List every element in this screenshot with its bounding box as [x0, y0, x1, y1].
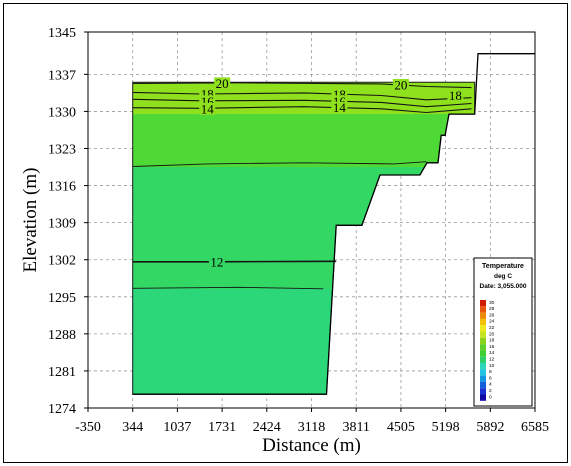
x-tick-label: 344: [122, 420, 143, 435]
reservoir-bottom: [132, 53, 535, 395]
legend-swatch: [480, 344, 486, 351]
legend-swatch: [480, 381, 486, 389]
legend-date: Date: 3,055.000: [480, 283, 527, 290]
legend-value: 2: [489, 388, 492, 394]
legend-swatch: [480, 356, 486, 363]
y-tick-label: 1330: [48, 105, 76, 120]
legend-value: 0: [489, 394, 492, 400]
band-surface: [132, 82, 475, 115]
legend-value: 24: [489, 319, 495, 325]
isotherm-label: 14: [333, 100, 347, 115]
legend-swatch: [480, 337, 486, 345]
legend-swatch: [480, 394, 486, 401]
y-axis-title: Elevation (m): [20, 168, 41, 273]
legend-value: 30: [489, 300, 495, 306]
legend-swatch: [480, 363, 486, 370]
isotherm-12: [132, 260, 337, 263]
x-axis-title: Distance (m): [262, 435, 361, 456]
y-tick-label: 1323: [48, 143, 76, 158]
isotherm-20: [132, 82, 472, 89]
legend-value: 8: [489, 369, 492, 375]
legend-swatch: [480, 312, 486, 319]
legend-swatch: [480, 306, 486, 313]
legend-value: 4: [489, 382, 492, 388]
isotherm-label: 20: [394, 77, 407, 92]
isotherm-boundary-deep: [132, 286, 324, 290]
isotherm-label-bg: [331, 101, 348, 114]
axis-ticks: -350 344 1037 1731 2424 3118 3811 4505 5198 5892 6…: [48, 26, 549, 435]
legend-swatch: [480, 331, 486, 338]
y-tick-label: 1288: [48, 328, 76, 343]
bottom-profile-line: [132, 53, 535, 395]
isotherm-label: 20: [216, 76, 229, 91]
legend-value: 6: [489, 375, 492, 381]
legend-swatch: [480, 369, 486, 376]
legend-swatch: [480, 325, 486, 332]
legend-value: 16: [489, 344, 495, 350]
x-tick-label: 3811: [342, 420, 369, 435]
y-tick-label: 1309: [48, 217, 76, 232]
legend-value: 26: [489, 312, 495, 318]
x-tick-label: 1731: [208, 420, 236, 435]
isotherm-label-bg: [199, 102, 216, 115]
legend-swatch: [480, 350, 486, 357]
isotherm-label-bg: [392, 78, 409, 91]
legend-value: 14: [489, 350, 495, 356]
x-tick-label: 1037: [163, 420, 191, 435]
legend-value: 12: [489, 357, 495, 363]
isotherm-label-bg: [208, 255, 225, 268]
legend-value: 10: [489, 363, 495, 369]
legend-value: 28: [489, 306, 495, 312]
y-tick-label: 1345: [48, 26, 76, 41]
x-tick-label: 6585: [521, 420, 549, 435]
legend-unit: deg C: [494, 273, 512, 280]
isotherm-label: 14: [201, 101, 215, 116]
legend-title: Temperature: [482, 263, 524, 270]
legend-value: 20: [489, 331, 495, 337]
legend-value: 18: [489, 338, 495, 344]
x-tick-label: 3118: [298, 420, 325, 435]
y-tick-label: 1281: [48, 365, 76, 380]
isotherm-label-bg: [447, 89, 464, 102]
x-tick-label: 2424: [253, 420, 281, 435]
y-tick-label: 1302: [48, 254, 76, 269]
isotherm-label: 18: [449, 88, 462, 103]
y-tick-label: 1274: [48, 402, 76, 417]
y-tick-label: 1316: [48, 180, 76, 195]
legend-swatch: [480, 388, 486, 395]
y-tick-label: 1295: [48, 291, 76, 306]
isotherm-boundary-middle: [132, 161, 427, 167]
y-tick-label: 1337: [48, 68, 76, 83]
x-tick-label: -350: [75, 420, 101, 435]
isotherm-label-bg: [214, 77, 231, 90]
x-tick-label: 5198: [432, 420, 460, 435]
legend-swatch: [480, 318, 486, 326]
isotherm-label: 12: [210, 254, 223, 269]
legend-swatch: [480, 300, 486, 307]
legend-value: 22: [489, 325, 495, 331]
x-tick-label: 5892: [476, 420, 504, 435]
x-tick-label: 4505: [387, 420, 415, 435]
legend-swatch: [480, 375, 486, 382]
